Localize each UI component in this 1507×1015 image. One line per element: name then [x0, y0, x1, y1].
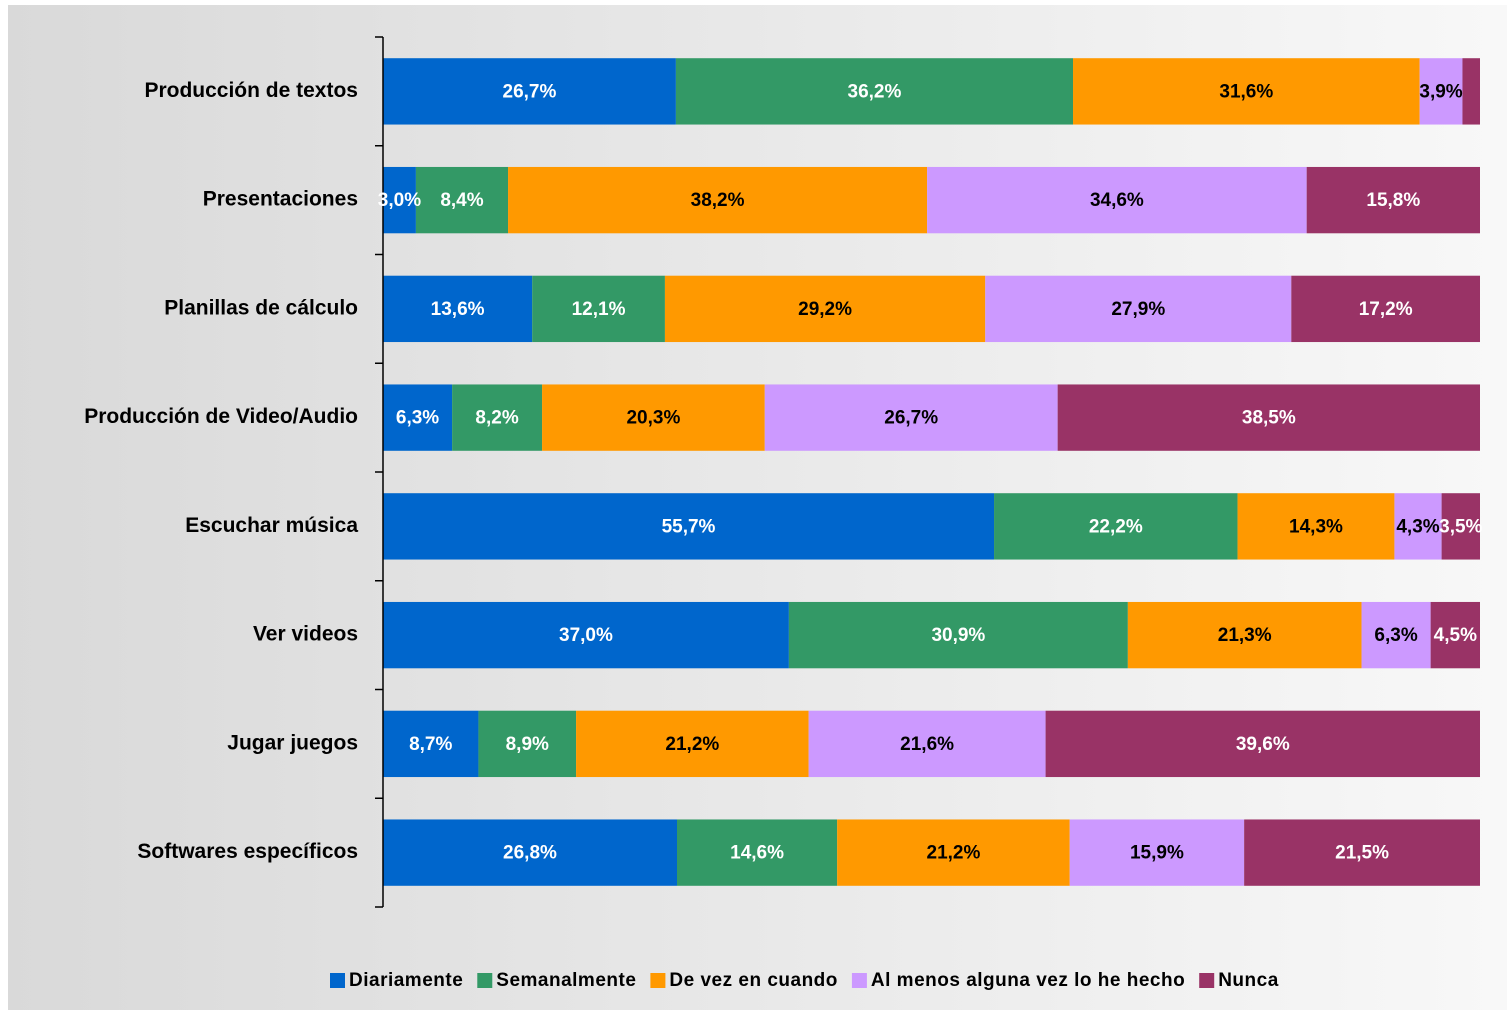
bar-segment: [452, 384, 543, 451]
value-label: 36,2%: [848, 81, 902, 102]
bar-segment: [383, 58, 676, 125]
bar-segment: [1361, 601, 1431, 669]
value-label: 37,0%: [559, 625, 613, 646]
category-label: Producción de Video/Audio: [84, 405, 358, 428]
value-label: 21,6%: [900, 734, 954, 755]
bar-segment: [675, 58, 1074, 125]
bar-segment: [994, 493, 1238, 560]
category-label: Jugar juegos: [227, 731, 358, 754]
legend-swatch: [1199, 973, 1215, 988]
bar-segment: [1244, 819, 1480, 886]
value-label: 34,6%: [1090, 190, 1144, 211]
bar-segment: [664, 275, 986, 343]
bar-segment: [837, 819, 1070, 886]
value-label: 39,6%: [1236, 734, 1290, 755]
bar-segment: [1057, 384, 1480, 451]
value-label: 6,3%: [396, 408, 439, 429]
legend-label: Al menos alguna vez lo he hecho: [871, 970, 1185, 991]
legend-label: Nunca: [1218, 970, 1279, 991]
bar-segment: [1394, 493, 1442, 560]
bar-segment: [764, 384, 1058, 451]
legend-label: Semanalmente: [496, 970, 636, 991]
bar-segment: [985, 275, 1292, 343]
legend-label: Diariamente: [349, 970, 463, 991]
value-label: 15,9%: [1130, 843, 1184, 864]
category-label: Presentaciones: [203, 188, 358, 211]
bar-segment: [383, 384, 453, 451]
bar-segment: [383, 710, 479, 778]
value-label: 17,2%: [1359, 299, 1413, 320]
value-label: 12,1%: [572, 299, 626, 320]
legend-swatch: [477, 973, 493, 988]
value-label: 4,3%: [1396, 516, 1439, 537]
category-label: Planillas de cálculo: [164, 296, 358, 319]
value-label: 14,6%: [730, 843, 784, 864]
value-label: 3,9%: [1419, 81, 1462, 102]
bar-segment: [383, 601, 789, 669]
bar-segment: [576, 710, 809, 778]
value-label: 8,2%: [475, 408, 518, 429]
category-label: Escuchar música: [185, 514, 358, 537]
value-label: 21,2%: [665, 734, 719, 755]
bar-segment: [383, 819, 677, 886]
value-label: 31,6%: [1219, 81, 1273, 102]
bar-segment: [1419, 58, 1463, 125]
value-label: 21,2%: [927, 843, 981, 864]
bar-segment: [1127, 601, 1362, 669]
category-label: Softwares específicos: [137, 840, 358, 863]
legend-swatch: [330, 973, 345, 988]
value-label: 4,5%: [1434, 625, 1477, 646]
value-label: 14,3%: [1289, 516, 1343, 537]
value-label: 21,3%: [1218, 625, 1272, 646]
legend-swatch: [851, 973, 867, 988]
bar-segment: [1430, 601, 1480, 669]
value-label: 3,0%: [378, 190, 421, 211]
value-label: 26,7%: [884, 408, 938, 429]
bar-segment: [508, 166, 928, 234]
value-label: 3,5%: [1439, 516, 1482, 537]
value-label: 26,7%: [503, 81, 557, 102]
value-label: 30,9%: [931, 625, 985, 646]
bar-segment: [927, 166, 1307, 234]
value-label: 55,7%: [662, 516, 716, 537]
bar-segment: [383, 493, 995, 560]
category-label: Ver videos: [253, 623, 358, 646]
value-label: 20,3%: [626, 408, 680, 429]
value-label: 38,2%: [691, 190, 745, 211]
plot-area: [383, 58, 1480, 886]
bar-segment: [383, 166, 416, 234]
value-label: 15,8%: [1366, 190, 1420, 211]
bar-segment: [478, 710, 577, 778]
value-label: 8,4%: [440, 190, 483, 211]
bar-segment: [808, 710, 1046, 778]
bar-segment: [383, 275, 533, 343]
bar-segment: [1291, 275, 1480, 343]
legend-swatch: [650, 973, 666, 988]
bar-segment: [676, 819, 838, 886]
bar-segment: [1306, 166, 1480, 234]
bar-segment: [1045, 710, 1480, 778]
bar-segment: [1073, 58, 1420, 125]
value-label: 22,2%: [1089, 516, 1143, 537]
bar-segment: [532, 275, 665, 343]
bar-segment: [1441, 493, 1480, 560]
bar-segment: [1237, 493, 1395, 560]
value-label: 6,3%: [1374, 625, 1417, 646]
value-label: 29,2%: [798, 299, 852, 320]
category-label: Producción de textos: [144, 79, 358, 102]
bar-segment: [788, 601, 1128, 669]
value-label: 21,5%: [1335, 843, 1389, 864]
value-label: 8,7%: [409, 734, 452, 755]
bar-segment: [1462, 58, 1480, 125]
value-label: 38,5%: [1242, 408, 1296, 429]
bar-segment: [542, 384, 765, 451]
value-label: 13,6%: [431, 299, 485, 320]
value-label: 8,9%: [506, 734, 549, 755]
value-label: 26,8%: [503, 843, 557, 864]
bar-segment: [1069, 819, 1245, 886]
legend-label: De vez en cuando: [669, 970, 838, 991]
value-label: 27,9%: [1111, 299, 1165, 320]
bar-segment: [415, 166, 509, 234]
